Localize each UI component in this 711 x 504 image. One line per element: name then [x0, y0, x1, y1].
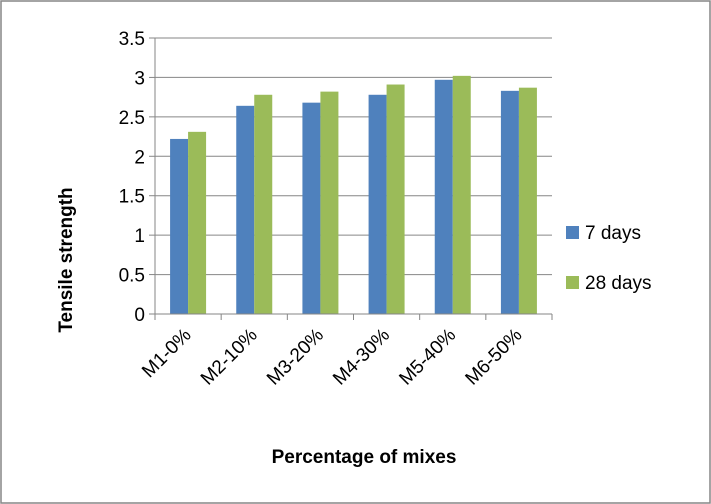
bar-series-1 — [170, 138, 189, 314]
y-tick-label: 0.5 — [119, 266, 145, 287]
bar-series-2 — [518, 87, 537, 315]
bar-series-2 — [386, 84, 405, 314]
legend: 7 days 28 days — [566, 223, 652, 294]
y-tick-label: 2 — [134, 147, 145, 168]
legend-swatch — [566, 276, 579, 289]
legend-swatch — [566, 226, 579, 239]
y-tick-label: 2.5 — [119, 108, 145, 129]
y-axis-title: Tensile strength — [56, 187, 77, 332]
x-axis-title: Percentage of mixes — [272, 447, 457, 468]
y-tick-label: 1.5 — [119, 187, 145, 208]
bar-series-2 — [254, 94, 273, 314]
bar-series-2 — [320, 91, 339, 314]
y-tick-label: 3 — [134, 68, 145, 89]
bar-series-1 — [434, 79, 453, 315]
legend-label: 7 days — [585, 223, 641, 244]
y-tick-label: 3.5 — [119, 29, 145, 50]
bars — [170, 75, 537, 315]
bar-series-1 — [500, 90, 519, 314]
gridlines — [155, 37, 552, 276]
bar-series-2 — [452, 75, 471, 314]
bar-series-1 — [236, 105, 255, 315]
axes — [149, 37, 553, 320]
y-tick-labels: 0 0.5 1 1.5 2 2.5 3 3.5 — [119, 29, 145, 326]
bar-series-1 — [302, 102, 321, 314]
bar-series-1 — [368, 94, 387, 314]
bar-series-2 — [188, 131, 207, 314]
y-tick-label: 1 — [134, 226, 145, 247]
y-tick-label: 0 — [134, 305, 145, 326]
legend-label: 28 days — [585, 273, 652, 294]
